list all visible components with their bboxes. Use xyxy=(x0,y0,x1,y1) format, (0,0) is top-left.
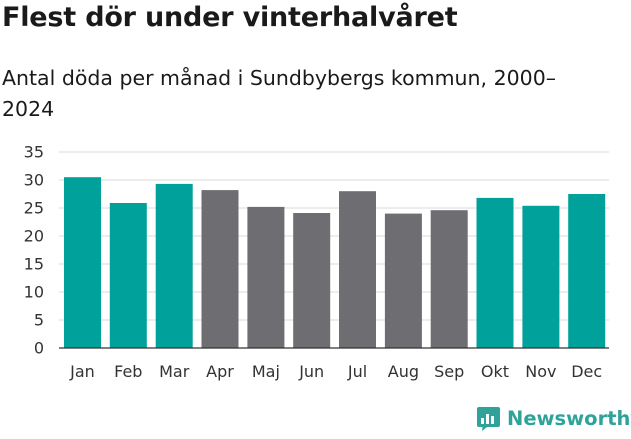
x-tick-label: Sep xyxy=(434,362,464,381)
x-tick-label: Apr xyxy=(206,362,234,381)
x-tick-label: Jan xyxy=(69,362,95,381)
x-tick-label: Jul xyxy=(347,362,367,381)
bar-aug xyxy=(384,213,422,348)
bar-apr xyxy=(201,190,239,348)
bar-nov xyxy=(522,205,560,348)
x-tick-label: Mar xyxy=(159,362,190,381)
bar-feb xyxy=(109,203,147,348)
bar-sep xyxy=(430,210,468,348)
newsworthy-logo-icon xyxy=(477,407,500,431)
y-tick-label: 15 xyxy=(24,255,44,274)
x-tick-label: Maj xyxy=(252,362,280,381)
bars xyxy=(64,177,606,348)
axes: 0 5 10 15 20 25 30 35 Jan Feb Mar Apr Maj Jun Jul Aug Se… xyxy=(24,143,609,381)
bar-dec xyxy=(568,194,606,348)
bar-maj xyxy=(247,206,285,348)
brand-name: Newsworthy xyxy=(507,407,631,430)
bar-jan xyxy=(64,177,101,348)
y-tick-label: 10 xyxy=(24,283,44,302)
bar-jun xyxy=(293,213,331,348)
y-tick-label: 0 xyxy=(34,339,44,358)
x-tick-label: Dec xyxy=(571,362,602,381)
y-tick-label: 30 xyxy=(24,171,44,190)
bar-okt xyxy=(476,197,514,348)
y-tick-label: 5 xyxy=(34,311,44,330)
newsworthy-logo: Newsworthy xyxy=(476,405,631,432)
gridlines xyxy=(59,151,609,321)
bar-jul xyxy=(339,191,376,348)
chart-subtitle: Antal döda per månad i Sundbybergs kommu… xyxy=(2,66,556,121)
chart-title: Flest dör under vinterhalvåret xyxy=(2,2,458,33)
x-tick-label: Okt xyxy=(481,362,509,381)
y-tick-label: 35 xyxy=(24,143,44,162)
x-tick-label: Nov xyxy=(525,362,556,381)
bar-mar xyxy=(155,183,193,348)
x-tick-label: Feb xyxy=(114,362,142,381)
y-tick-label: 20 xyxy=(24,227,44,246)
x-tick-label: Jun xyxy=(298,362,324,381)
y-tick-label: 25 xyxy=(24,199,44,218)
x-tick-label: Aug xyxy=(388,362,419,381)
